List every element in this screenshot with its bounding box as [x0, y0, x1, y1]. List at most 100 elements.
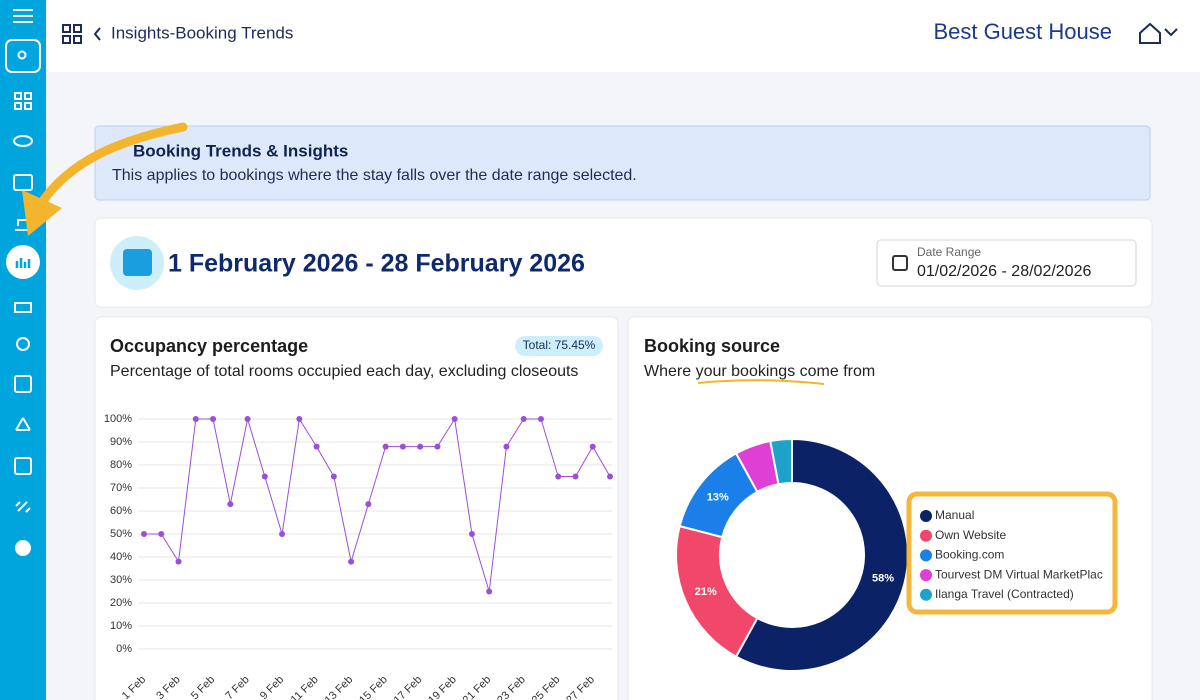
- data-point: [417, 443, 424, 450]
- search-icon: [17, 50, 27, 60]
- chart-title: Occupancy percentage: [110, 336, 308, 356]
- legend-swatch: [920, 569, 932, 582]
- arrow-head: [22, 190, 62, 236]
- occupancy-line: [144, 417, 611, 592]
- chart-title: Booking source: [644, 336, 780, 356]
- data-point: [468, 531, 475, 537]
- data-point: [607, 473, 613, 480]
- data-point: [434, 443, 441, 450]
- top-bar: [46, 0, 1200, 72]
- chart-subtitle: Where your bookings come from: [644, 363, 875, 380]
- banner-title: Booking Trends & Insights: [133, 141, 348, 160]
- data-point: [158, 531, 165, 537]
- total-badge-text: Total: 75.45%: [523, 338, 596, 352]
- legend-label: Own Website: [935, 528, 1006, 542]
- data-point: [141, 531, 147, 537]
- data-point: [261, 473, 268, 480]
- y-tick-label: 80%: [110, 459, 132, 471]
- total-badge: [515, 336, 603, 356]
- data-point: [486, 588, 493, 595]
- y-tick-label: 90%: [110, 436, 132, 448]
- channels-icon[interactable]: [15, 417, 31, 431]
- insights-icon: [15, 258, 31, 268]
- legend-swatch: [920, 529, 932, 542]
- y-tick-label: 0%: [116, 643, 132, 655]
- donut-slice: [734, 437, 909, 672]
- date-title: 1 February 2026 - 28 February 2026: [168, 250, 585, 278]
- y-tick-label: 70%: [110, 482, 132, 494]
- y-tick-label: 60%: [110, 505, 132, 517]
- property-menu[interactable]: [1139, 22, 1178, 44]
- data-point: [537, 416, 544, 422]
- y-tick-label: 20%: [110, 597, 132, 609]
- apps-icon[interactable]: [62, 24, 82, 44]
- y-tick-label: 50%: [110, 528, 132, 540]
- breadcrumb[interactable]: Insights-Booking Trends: [111, 23, 293, 42]
- reports-icon[interactable]: [14, 375, 32, 393]
- view-icon[interactable]: [13, 135, 33, 147]
- banner-text: This applies to bookings where the stay …: [112, 167, 637, 184]
- data-point: [192, 416, 199, 422]
- legend-label: Booking.com: [935, 548, 1004, 562]
- y-tick-label: 40%: [110, 551, 132, 563]
- calendar-icon: [892, 255, 908, 271]
- date-icon: [123, 249, 152, 276]
- donut-slice: [769, 437, 793, 486]
- data-point: [382, 443, 389, 450]
- arrow-annotation: [35, 122, 188, 210]
- underline-annotation: [697, 379, 825, 385]
- data-point: [244, 416, 251, 422]
- date-range-value: 01/02/2026 - 28/02/2026: [917, 263, 1091, 280]
- data-point: [279, 531, 286, 537]
- data-point: [348, 558, 355, 565]
- date-range-label: Date Range: [917, 245, 981, 259]
- data-point: [520, 416, 527, 422]
- back-icon[interactable]: [93, 27, 101, 41]
- slice-label: 13%: [707, 491, 729, 503]
- legend-label: Tourvest DM Virtual MarketPlac: [935, 567, 1103, 581]
- data-point: [451, 416, 458, 422]
- dashboard-icon[interactable]: [14, 92, 32, 110]
- data-point: [313, 443, 320, 450]
- slice-label: 58%: [872, 572, 894, 584]
- help-button[interactable]: [15, 540, 31, 556]
- search-button[interactable]: [5, 39, 41, 73]
- occupancy-card: [94, 316, 619, 700]
- property-name[interactable]: Best Guest House: [933, 19, 1112, 44]
- data-point: [572, 473, 579, 480]
- links-icon[interactable]: [15, 501, 31, 513]
- slice-label: 21%: [695, 586, 717, 598]
- date-range-input[interactable]: [876, 239, 1137, 287]
- data-point: [589, 443, 596, 450]
- legend-label: Ilanga Travel (Contracted): [935, 587, 1074, 601]
- data-point: [296, 416, 303, 422]
- donut-chart: 58% 21% 13%: [675, 437, 909, 672]
- payments-icon[interactable]: [14, 302, 32, 313]
- data-point: [399, 443, 406, 450]
- y-tick-label: 30%: [110, 574, 132, 586]
- legend: Manual Own Website Booking.com Tourvest DM …: [920, 508, 1103, 601]
- y-tick-label: 10%: [110, 620, 132, 632]
- gallery-icon[interactable]: [14, 457, 32, 475]
- data-point: [175, 558, 182, 565]
- data-point: [555, 473, 562, 480]
- legend-label: Manual: [935, 508, 974, 522]
- insights-button-active[interactable]: [6, 245, 40, 279]
- data-point: [503, 443, 510, 450]
- menu-icon[interactable]: [13, 9, 33, 23]
- calendar-icon[interactable]: [13, 174, 33, 191]
- data-point: [365, 501, 372, 508]
- legend-box: [906, 491, 1118, 615]
- legend-swatch: [920, 588, 932, 601]
- settings-icon[interactable]: [16, 337, 30, 351]
- info-banner: [94, 125, 1151, 201]
- legend-swatch: [920, 510, 932, 522]
- data-point: [227, 501, 234, 508]
- y-tick-label: 100%: [104, 413, 132, 425]
- chart-subtitle: Percentage of total rooms occupied each …: [110, 363, 578, 380]
- data-point: [210, 416, 217, 422]
- legend-swatch: [920, 549, 932, 562]
- data-point: [330, 473, 337, 480]
